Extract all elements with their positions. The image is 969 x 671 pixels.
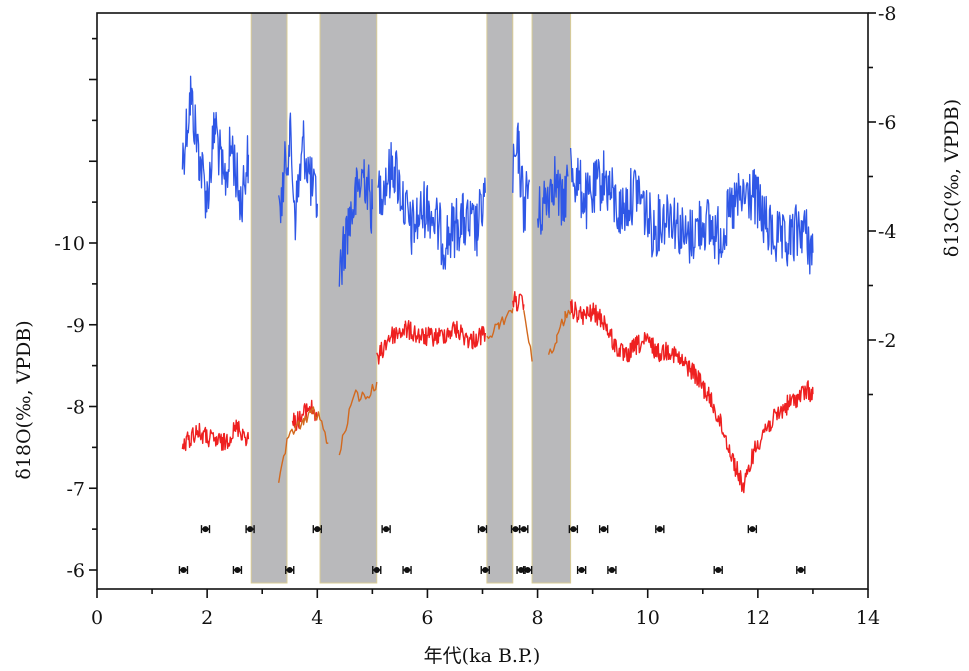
y-right-tick-label--8: -8 [878, 3, 897, 25]
y-left-tick-label--9: -9 [66, 315, 85, 337]
x-tick-label-4: 4 [311, 607, 323, 629]
series-3-segment-2 [338, 381, 378, 456]
x-tick-label-0: 0 [91, 607, 103, 629]
plot-frame [96, 12, 869, 590]
dating-point-2-5 [404, 567, 411, 573]
shaded-interval-2 [319, 12, 378, 584]
y-left-tick-label--10: -10 [54, 233, 85, 255]
x-tick-label-14: 14 [856, 607, 880, 629]
dating-point-2-6 [482, 567, 489, 573]
dating-point-1-11 [749, 526, 756, 533]
dating-point-1-7 [520, 526, 527, 533]
dating-point-2-3 [286, 567, 293, 573]
series-2-segment-2 [291, 399, 318, 432]
dating-markers [178, 525, 806, 574]
series-1-segment-7 [569, 147, 814, 275]
series-1-segment-2 [278, 112, 318, 241]
series-1-segment-4 [377, 141, 486, 270]
x-tick-label-12: 12 [746, 607, 770, 629]
dating-point-2-2 [234, 567, 241, 573]
dating-point-2-4 [373, 567, 380, 573]
y-right-tick-label--2: -2 [878, 330, 897, 352]
series-1-segment-5 [512, 122, 530, 233]
y-axis-left-title: δ18O(‰, VPDB) [13, 320, 35, 479]
dating-point-2-9 [578, 567, 585, 573]
y-left-tick-label--8: -8 [66, 397, 85, 419]
x-axis-title: 年代(ka B.P.) [424, 645, 541, 667]
series-2-segment-1 [181, 419, 250, 452]
dating-point-2-8 [524, 567, 531, 573]
series-1-segment-3 [338, 159, 374, 287]
y-left-tick-label--6: -6 [66, 560, 85, 582]
x-tick-label-2: 2 [201, 607, 213, 629]
dating-point-2-12 [797, 567, 804, 573]
dating-point-2-7 [518, 567, 525, 573]
dating-point-2-11 [715, 567, 722, 573]
series-2-segment-4 [512, 291, 525, 312]
dating-point-1-8 [570, 526, 577, 533]
dating-point-1-1 [202, 526, 209, 533]
dating-point-1-10 [656, 526, 663, 533]
series-3-segment-4 [523, 310, 533, 362]
series-2-segment-5 [569, 299, 814, 494]
dating-point-1-2 [247, 526, 254, 533]
dating-point-1-4 [383, 526, 390, 533]
y-right-tick-label--4: -4 [878, 221, 897, 243]
y-left-tick-label--7: -7 [66, 478, 85, 500]
series-1-segment-1 [181, 75, 250, 223]
dating-point-2-10 [608, 567, 615, 573]
series-1-segment-6 [536, 155, 569, 235]
x-tick-label-6: 6 [421, 607, 433, 629]
dating-point-1-5 [479, 526, 486, 533]
x-tick-label-8: 8 [532, 607, 544, 629]
dating-point-1-9 [600, 526, 607, 533]
y-right-tick-label--6: -6 [878, 112, 897, 134]
series-3-segment-1 [278, 406, 329, 483]
ticks: 0 2 4 6 8 10 12 14 -6 -7 -8 -9 -10 -2 -4 -6 -8 [54, 3, 896, 629]
series-2-segment-3 [376, 320, 486, 365]
series-layer [181, 75, 814, 494]
dating-point-1-6 [512, 526, 519, 533]
axes [96, 12, 869, 590]
dating-point-1-3 [314, 526, 321, 533]
y-axis-right-title: δ13C(‰, VPDB) [941, 99, 963, 257]
x-tick-label-10: 10 [636, 607, 660, 629]
series-3-segment-5 [547, 309, 572, 355]
dating-point-2-1 [180, 567, 187, 573]
shaded-interval-1 [250, 12, 288, 584]
shaded-interval-4 [531, 12, 572, 584]
shaded-interval-3 [486, 12, 514, 584]
series-3-segment-3 [486, 308, 514, 340]
